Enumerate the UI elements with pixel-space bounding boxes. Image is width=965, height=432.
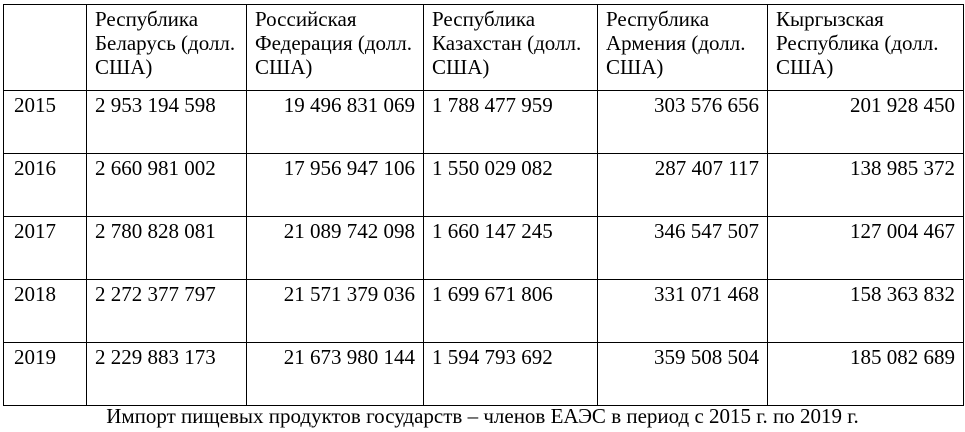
value-cell: 287 407 117 [597,153,768,217]
value-cell: 2 780 828 081 [86,216,247,280]
value-cell: 127 004 467 [767,216,964,280]
import-table: Республика Беларусь (долл. США) Российск… [3,4,964,406]
value-cell: 158 363 832 [767,279,964,343]
table-row: 2019 2 229 883 173 21 673 980 144 1 594 … [3,342,964,406]
value-cell: 201 928 450 [767,90,964,154]
value-cell: 138 985 372 [767,153,964,217]
value-cell: 21 089 742 098 [246,216,424,280]
value-cell: 17 956 947 106 [246,153,424,217]
header-label: Республика Казахстан (долл. США) [432,7,582,79]
year-cell: 2019 [3,342,87,406]
value-cell: 359 508 504 [597,342,768,406]
value-cell: 1 788 477 959 [423,90,598,154]
table-row: 2017 2 780 828 081 21 089 742 098 1 660 … [3,216,964,280]
value-cell: 331 071 468 [597,279,768,343]
header-cell-kazakhstan: Республика Казахстан (долл. США) [423,4,598,91]
year-cell: 2015 [3,90,87,154]
value-cell: 1 660 147 245 [423,216,598,280]
header-label: Российская Федерация (долл. США) [255,7,412,79]
value-cell: 2 660 981 002 [86,153,247,217]
value-cell: 1 594 793 692 [423,342,598,406]
value-cell: 1 699 671 806 [423,279,598,343]
header-cell-armenia: Республика Армения (долл. США) [597,4,768,91]
value-cell: 19 496 831 069 [246,90,424,154]
header-label: Кыргызская Республика (долл. США) [776,7,939,79]
value-cell: 21 673 980 144 [246,342,424,406]
header-cell-empty [3,4,87,91]
table-caption: Импорт пищевых продуктов государств – чл… [106,404,859,428]
year-cell: 2017 [3,216,87,280]
header-cell-belarus: Республика Беларусь (долл. США) [86,4,247,91]
value-cell: 303 576 656 [597,90,768,154]
table-header-row: Республика Беларусь (долл. США) Российск… [3,4,964,91]
header-label: Республика Беларусь (долл. США) [95,7,236,79]
value-cell: 2 229 883 173 [86,342,247,406]
header-cell-kyrgyzstan: Кыргызская Республика (долл. США) [767,4,964,91]
table-row: 2016 2 660 981 002 17 956 947 106 1 550 … [3,153,964,217]
value-cell: 1 550 029 082 [423,153,598,217]
year-cell: 2016 [3,153,87,217]
table-row: 2018 2 272 377 797 21 571 379 036 1 699 … [3,279,964,343]
table-row: 2015 2 953 194 598 19 496 831 069 1 788 … [3,90,964,154]
value-cell: 21 571 379 036 [246,279,424,343]
header-label: Республика Армения (долл. США) [606,7,746,79]
year-cell: 2018 [3,279,87,343]
value-cell: 2 953 194 598 [86,90,247,154]
value-cell: 2 272 377 797 [86,279,247,343]
value-cell: 185 082 689 [767,342,964,406]
value-cell: 346 547 507 [597,216,768,280]
header-cell-russia: Российская Федерация (долл. США) [246,4,424,91]
